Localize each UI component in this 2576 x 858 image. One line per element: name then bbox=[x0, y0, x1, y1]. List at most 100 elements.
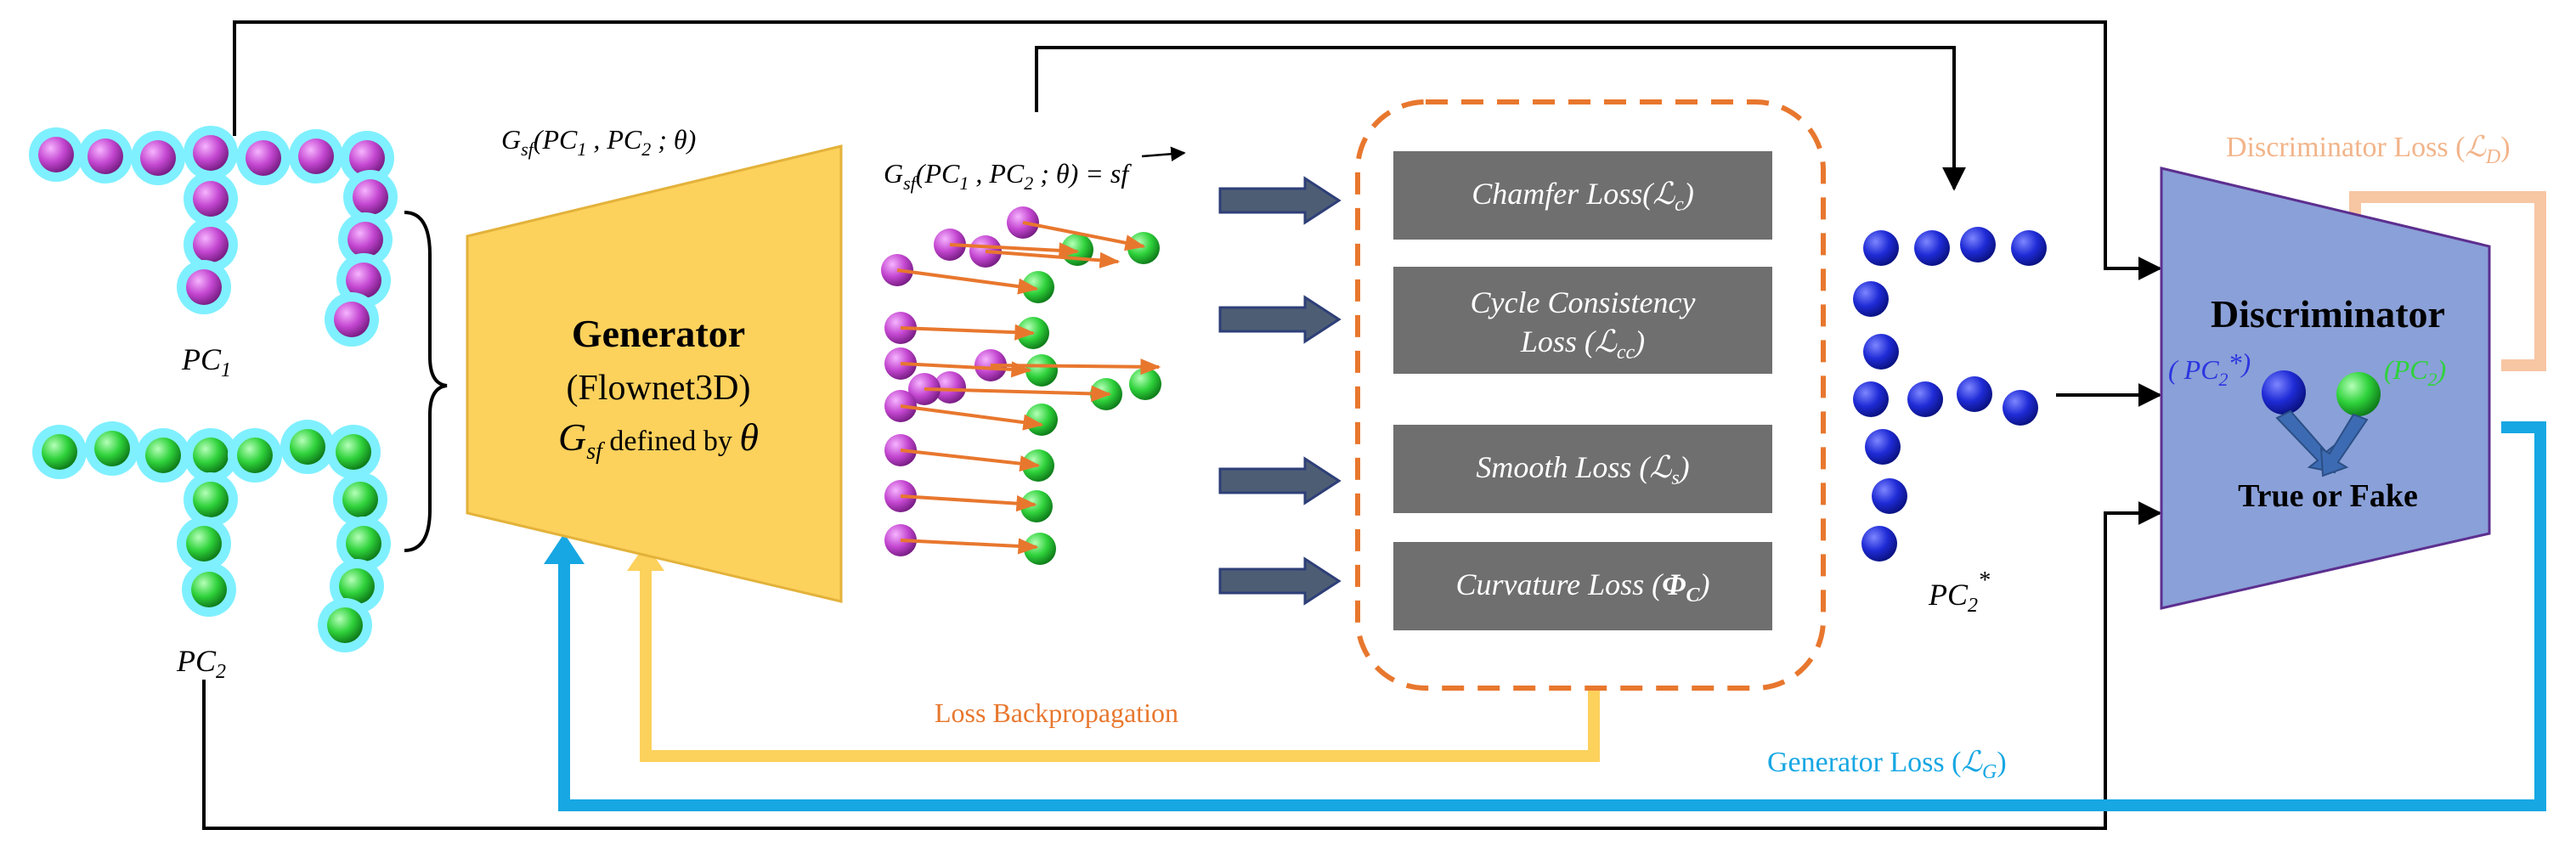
flow-vector-arrow bbox=[1141, 146, 1186, 161]
pc2-star-point bbox=[1872, 478, 1907, 514]
pc2-star-point bbox=[1853, 381, 1889, 417]
pc1-point bbox=[38, 137, 74, 172]
discriminator-fake-label: ( PC2*) bbox=[2168, 347, 2251, 390]
pc2-star-point bbox=[1861, 526, 1897, 562]
generator-subtitle: (Flownet3D) bbox=[567, 369, 751, 408]
pc1-point bbox=[298, 138, 334, 174]
flow-formula: Gsf(PC1 , PC2 ; θ) = sf bbox=[884, 158, 1132, 194]
flow-vector-line bbox=[990, 358, 1161, 375]
smooth-loss-label: Smooth Loss (ℒs) bbox=[1476, 450, 1689, 489]
discriminator-block bbox=[2160, 167, 2491, 610]
pc1-point bbox=[346, 262, 381, 298]
loss-input-arrow bbox=[1218, 556, 1342, 606]
curvature-loss-box: Curvature Loss (ΦC) bbox=[1393, 542, 1772, 630]
flow-target-point bbox=[1025, 404, 1058, 436]
pc2-point bbox=[94, 431, 130, 466]
pc1-point bbox=[246, 140, 281, 176]
pc2-point bbox=[342, 482, 378, 517]
pc2-point bbox=[42, 434, 77, 470]
flow-vector-line bbox=[900, 324, 1036, 341]
discriminator-real-arrow bbox=[2319, 413, 2369, 477]
pc2-point bbox=[191, 572, 227, 607]
pc2-star-point bbox=[1957, 376, 1992, 412]
chamfer-loss-label: Chamfer Loss(ℒc) bbox=[1472, 177, 1694, 216]
flow-target-point bbox=[1020, 490, 1053, 522]
loss-input-arrow bbox=[1218, 176, 1342, 225]
generator-block bbox=[466, 144, 843, 603]
flow-vector-line bbox=[1022, 221, 1146, 251]
pc1-point bbox=[88, 138, 123, 174]
curvature-loss-label: Curvature Loss (ΦC) bbox=[1455, 567, 1709, 607]
smooth-loss-box: Smooth Loss (ℒs) bbox=[1393, 425, 1772, 513]
flow-vector-line bbox=[924, 385, 1112, 403]
generator-description: Gsf defined by θ bbox=[558, 415, 759, 465]
pc2-star-point bbox=[1960, 227, 1996, 262]
cycle-consistency-loss-box: Cycle Consistency Loss (ℒcc) bbox=[1393, 267, 1772, 374]
flow-target-point bbox=[1025, 354, 1058, 387]
flow-vector-line bbox=[900, 494, 1037, 512]
pc1-to-discriminator-line bbox=[233, 20, 2162, 280]
flow-to-output-line bbox=[1035, 46, 1966, 191]
flow-vector-line bbox=[949, 242, 1080, 259]
backprop-line bbox=[640, 567, 1600, 762]
pc2-star-point bbox=[1907, 381, 1943, 417]
pc2-star-label: PC2* bbox=[1928, 567, 1990, 617]
pc1-point bbox=[349, 140, 385, 176]
pc2-point bbox=[145, 437, 181, 473]
flow-source-point bbox=[934, 371, 966, 404]
pc2-star-point bbox=[1865, 429, 1901, 465]
flow-vector-line bbox=[896, 268, 1039, 295]
pc1-point bbox=[186, 269, 222, 305]
pc2-star-point bbox=[1853, 281, 1889, 317]
loss-group-border bbox=[1355, 99, 1826, 691]
generator-loss-line bbox=[558, 421, 2546, 811]
discriminator-fake-sample bbox=[2262, 370, 2306, 415]
pc2-star-point bbox=[2011, 230, 2047, 266]
pc2-point bbox=[346, 526, 381, 562]
pc2-label-sub: 2 bbox=[216, 661, 226, 683]
pc2-point bbox=[193, 437, 229, 473]
flow-vector-line bbox=[900, 538, 1039, 555]
pc2-to-discriminator-line bbox=[202, 501, 2162, 830]
pc2-star-point-cloud bbox=[1853, 227, 2047, 562]
input-brace bbox=[404, 211, 448, 552]
loss-input-arrow bbox=[1218, 456, 1342, 505]
discriminator-real-sample bbox=[2336, 372, 2381, 416]
backprop-arrowhead bbox=[627, 544, 664, 571]
pc2-star-point bbox=[2003, 390, 2038, 426]
pc1-point bbox=[347, 222, 383, 257]
flow-target-point bbox=[1024, 533, 1056, 565]
pc1-point bbox=[193, 181, 229, 217]
cycle-consistency-loss-line2: Loss (ℒcc) bbox=[1520, 325, 1645, 364]
flow-vector-line bbox=[900, 361, 1032, 378]
discriminator-loss-label: Discriminator Loss (ℒD) bbox=[2226, 132, 2511, 168]
flow-vector-line bbox=[985, 250, 1121, 268]
pc1-label-main: PC bbox=[181, 342, 222, 376]
flow-vector-line bbox=[900, 449, 1041, 472]
discriminator-real-label: (PC2) bbox=[2384, 354, 2446, 390]
pc2-star-point bbox=[1914, 230, 1950, 266]
pc2-point bbox=[339, 568, 375, 604]
pc2-point bbox=[186, 526, 222, 562]
pc1-point bbox=[334, 302, 370, 337]
pc2-point bbox=[193, 482, 229, 517]
pc1-label: PC1 bbox=[181, 342, 231, 381]
pc2-point bbox=[290, 429, 325, 465]
flow-target-point bbox=[1127, 232, 1160, 264]
discriminator-verdict: True or Fake bbox=[2238, 478, 2418, 514]
generator-formula: Gsf(PC1 , PC2 ; θ) bbox=[501, 124, 696, 160]
generator-loss-arrowhead bbox=[544, 533, 585, 564]
loss-input-arrows bbox=[1218, 176, 1342, 606]
pc2-point bbox=[237, 437, 273, 473]
loss-input-arrow bbox=[1218, 295, 1342, 344]
flow-vector: sf bbox=[1110, 158, 1132, 189]
pc2-label: PC2 bbox=[176, 644, 226, 683]
pc1-point bbox=[140, 140, 176, 176]
scene-flow-visualization bbox=[881, 206, 1161, 565]
chamfer-loss-box: Chamfer Loss(ℒc) bbox=[1393, 151, 1772, 240]
pc1-point bbox=[353, 179, 388, 215]
pc2-label-main: PC bbox=[176, 644, 217, 678]
backprop-label: Loss Backpropagation bbox=[935, 697, 1178, 728]
pc2-point bbox=[327, 607, 363, 643]
